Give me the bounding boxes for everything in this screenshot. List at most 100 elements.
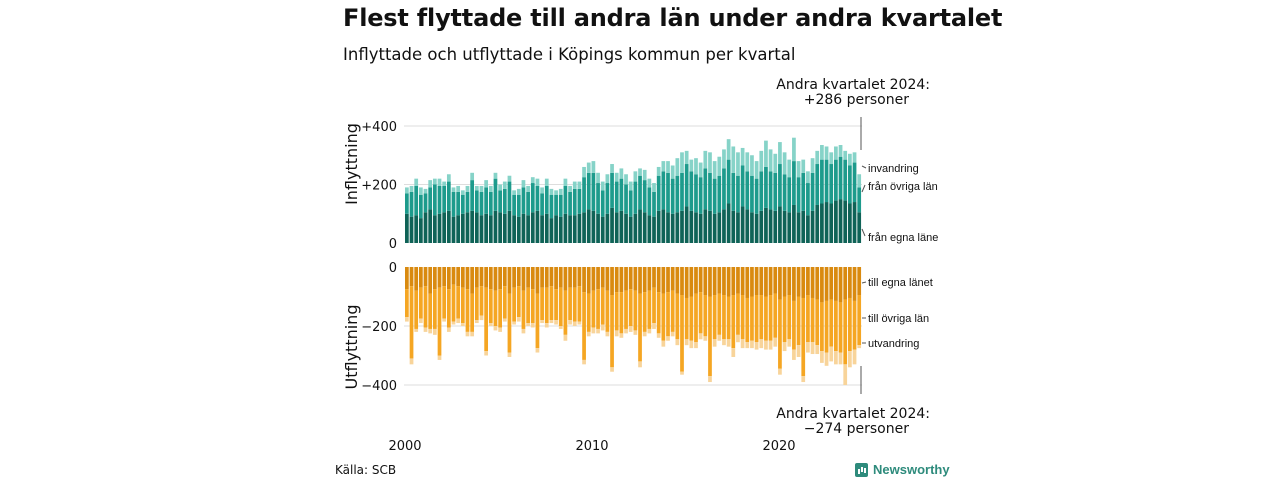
bar-inflyttning [857,212,862,243]
bar-inflyttning [507,210,512,243]
bar-inflyttning [460,190,465,195]
bar-inflyttning [801,210,806,243]
bar-utflyttning [437,355,442,360]
bar-utflyttning [479,286,484,316]
bar-inflyttning [488,185,493,192]
bar-utflyttning [717,293,722,335]
bar-utflyttning [446,289,451,328]
bar-utflyttning [848,267,852,298]
bar-utflyttning [521,290,526,329]
bar-inflyttning [409,191,414,217]
bar-utflyttning [442,267,447,287]
bar-utflyttning [852,349,857,365]
bar-inflyttning [778,142,782,165]
bar-inflyttning [479,215,484,243]
bar-inflyttning [614,212,619,243]
bar-utflyttning [418,318,423,324]
bar-utflyttning [610,295,614,368]
bar-inflyttning [801,159,806,173]
bar-inflyttning [680,210,684,243]
bar-utflyttning [591,327,596,334]
bar-inflyttning [745,152,750,172]
bar-inflyttning [731,172,736,211]
bar-inflyttning [596,213,600,243]
bar-inflyttning [591,172,596,211]
bar-inflyttning [824,202,829,243]
bar-utflyttning [703,267,708,296]
bar-utflyttning [768,267,773,296]
bar-inflyttning [484,187,489,214]
bar-utflyttning [493,290,498,326]
bar-utflyttning [521,328,526,334]
bar-utflyttning [642,331,647,337]
bar-utflyttning [782,267,787,297]
bar-utflyttning [731,267,736,296]
bar-inflyttning [717,156,722,176]
bar-inflyttning [405,213,409,243]
bar-inflyttning [773,172,778,211]
bar-inflyttning [582,212,586,243]
bar-inflyttning [582,177,586,213]
bar-inflyttning [474,185,479,191]
bar-utflyttning [759,267,764,296]
bar-utflyttning [596,328,600,334]
bar-inflyttning [423,188,428,194]
bar-inflyttning [409,185,414,192]
bar-utflyttning [778,299,782,369]
bar-inflyttning [526,191,530,216]
bar-utflyttning [405,267,409,290]
bar-utflyttning [540,267,544,288]
bar-utflyttning [600,324,605,331]
bar-utflyttning [596,267,600,290]
annotation-line: +286 personer [804,92,910,108]
bar-utflyttning [810,267,815,298]
bar-utflyttning [852,300,857,350]
bar-utflyttning [619,267,624,293]
bar-utflyttning [820,267,824,303]
annotation-line: Andra kvartalet 2024: [776,77,930,93]
bar-inflyttning [652,191,656,217]
bar-inflyttning [488,191,493,216]
bar-inflyttning [740,147,745,166]
bar-utflyttning [824,267,829,301]
bar-utflyttning [684,267,689,298]
bar-inflyttning [736,175,740,213]
bar-inflyttning [540,193,544,216]
bar-utflyttning [544,323,549,328]
bar-inflyttning [838,199,843,243]
bar-inflyttning [633,213,638,243]
bar-utflyttning [507,352,512,357]
bar-utflyttning [848,351,852,368]
bar-utflyttning [442,286,447,319]
bar-utflyttning [726,296,731,340]
bar-utflyttning [577,286,582,322]
brand-logo: Newsworthy [855,462,950,477]
bar-utflyttning [554,320,558,325]
bar-utflyttning [456,318,461,324]
bar-utflyttning [857,267,862,296]
bar-utflyttning [414,267,419,291]
bar-utflyttning [726,339,731,347]
bar-inflyttning [563,213,568,243]
bar-utflyttning [745,297,750,343]
bar-inflyttning [689,210,694,243]
bar-inflyttning [610,164,614,173]
bar-inflyttning [437,213,442,243]
bar-utflyttning [484,287,489,352]
bar-inflyttning [843,159,848,201]
bar-inflyttning [470,180,475,211]
y-tick-label: 0 [389,261,397,276]
bar-inflyttning [605,174,610,184]
bar-inflyttning [470,172,475,181]
bar-utflyttning [572,287,577,322]
bar-inflyttning [829,203,834,243]
bar-inflyttning [792,137,796,162]
bar-inflyttning [792,161,796,205]
bar-utflyttning [493,267,498,291]
bar-utflyttning [512,267,516,288]
bar-inflyttning [488,215,493,243]
bar-inflyttning [446,181,451,211]
bar-inflyttning [572,181,577,189]
bar-utflyttning [610,367,614,372]
bar-inflyttning [586,209,591,243]
